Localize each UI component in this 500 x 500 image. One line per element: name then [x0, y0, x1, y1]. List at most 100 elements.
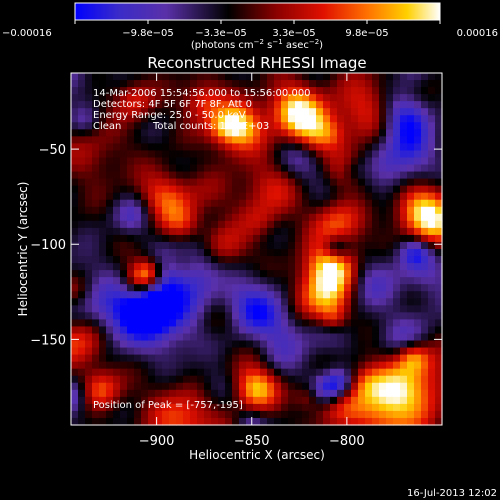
- heatmap-cell: [421, 256, 429, 264]
- heatmap-cell: [78, 263, 86, 271]
- heatmap-cell: [176, 122, 184, 130]
- heatmap-cell: [176, 157, 184, 166]
- heatmap-cell: [246, 326, 254, 335]
- heatmap-cell: [211, 122, 219, 130]
- heatmap-cell: [113, 361, 121, 370]
- heatmap-cell: [288, 389, 296, 398]
- heatmap-cell: [78, 143, 86, 152]
- heatmap-cell: [155, 277, 163, 285]
- heatmap-cell: [120, 368, 128, 377]
- heatmap-cell: [344, 80, 352, 88]
- heatmap-cell: [176, 382, 184, 391]
- heatmap-cell: [211, 206, 219, 215]
- heatmap-cell: [372, 122, 380, 130]
- heatmap-cell: [99, 263, 107, 271]
- heatmap-cell: [400, 178, 408, 187]
- heatmap-cell: [204, 220, 212, 229]
- heatmap-cell: [372, 354, 380, 363]
- heatmap-cell: [162, 361, 170, 370]
- heatmap-cell: [127, 241, 135, 250]
- heatmap-cell: [148, 143, 156, 152]
- heatmap-cell: [190, 347, 198, 356]
- heatmap-cell: [421, 319, 429, 328]
- heatmap-cell: [211, 87, 219, 95]
- heatmap-cell: [358, 417, 366, 426]
- heatmap-cell: [239, 298, 247, 306]
- heatmap-cell: [127, 312, 135, 320]
- heatmap-cell: [295, 298, 303, 306]
- heatmap-cell: [344, 150, 352, 159]
- heatmap-cell: [428, 87, 436, 95]
- heatmap-cell: [379, 333, 387, 342]
- heatmap-cell: [400, 270, 408, 278]
- heatmap-cell: [141, 270, 149, 278]
- heatmap-cell: [302, 410, 310, 419]
- heatmap-cell: [141, 375, 149, 384]
- heatmap-cell: [316, 87, 324, 95]
- heatmap-cell: [267, 354, 275, 363]
- heatmap-cell: [232, 115, 240, 123]
- heatmap-cell: [323, 249, 331, 257]
- heatmap-cell: [141, 361, 149, 370]
- heatmap-cell: [428, 382, 436, 391]
- heatmap-cell: [414, 115, 422, 123]
- heatmap-cell: [183, 241, 191, 250]
- heatmap-cell: [302, 333, 310, 342]
- heatmap-cell: [106, 298, 114, 306]
- heatmap-cell: [197, 213, 205, 222]
- heatmap-cell: [106, 185, 114, 194]
- heatmap-cell: [225, 277, 233, 285]
- heatmap-cell: [204, 241, 212, 250]
- heatmap-cell: [428, 157, 436, 166]
- heatmap-cell: [148, 171, 156, 180]
- heatmap-cell: [274, 368, 282, 377]
- heatmap-cell: [155, 136, 163, 144]
- heatmap-cell: [281, 108, 289, 116]
- heatmap-cell: [337, 241, 345, 250]
- heatmap-cell: [288, 178, 296, 187]
- heatmap-cell: [169, 87, 177, 95]
- heatmap-cell: [106, 256, 114, 264]
- heatmap-cell: [225, 199, 233, 208]
- heatmap-cell: [435, 101, 443, 109]
- heatmap-cell: [148, 80, 156, 88]
- heatmap-cell: [260, 382, 268, 391]
- heatmap-cell: [71, 256, 79, 264]
- heatmap-cell: [176, 227, 184, 236]
- heatmap-cell: [85, 136, 93, 144]
- heatmap-cell: [148, 319, 156, 328]
- heatmap-cell: [127, 340, 135, 349]
- heatmap-cell: [330, 220, 338, 229]
- heatmap-cell: [197, 298, 205, 306]
- heatmap-cell: [120, 361, 128, 370]
- heatmap-cell: [176, 171, 184, 180]
- heatmap-cell: [386, 319, 394, 328]
- heatmap-cell: [302, 291, 310, 299]
- heatmap-cell: [113, 375, 121, 384]
- heatmap-cell: [414, 87, 422, 95]
- heatmap-cell: [148, 136, 156, 144]
- heatmap-cell: [85, 277, 93, 285]
- heatmap-cell: [211, 94, 219, 102]
- heatmap-cell: [435, 157, 443, 166]
- heatmap-cell: [400, 143, 408, 152]
- heatmap-cell: [253, 410, 261, 419]
- heatmap-cell: [365, 249, 373, 257]
- heatmap-cell: [169, 305, 177, 313]
- heatmap-cell: [365, 326, 373, 335]
- heatmap-cell: [316, 382, 324, 391]
- heatmap-cell: [197, 319, 205, 328]
- heatmap-cell: [260, 312, 268, 320]
- heatmap-cell: [232, 403, 240, 412]
- heatmap-cell: [225, 403, 233, 412]
- heatmap-cell: [344, 171, 352, 180]
- heatmap-cell: [106, 270, 114, 278]
- heatmap-cell: [78, 80, 86, 88]
- y-tick-label: −150: [30, 333, 66, 348]
- heatmap-cell: [232, 143, 240, 152]
- heatmap-cell: [148, 333, 156, 342]
- heatmap-cell: [204, 284, 212, 292]
- heatmap-cell: [267, 227, 275, 236]
- heatmap-cell: [253, 368, 261, 377]
